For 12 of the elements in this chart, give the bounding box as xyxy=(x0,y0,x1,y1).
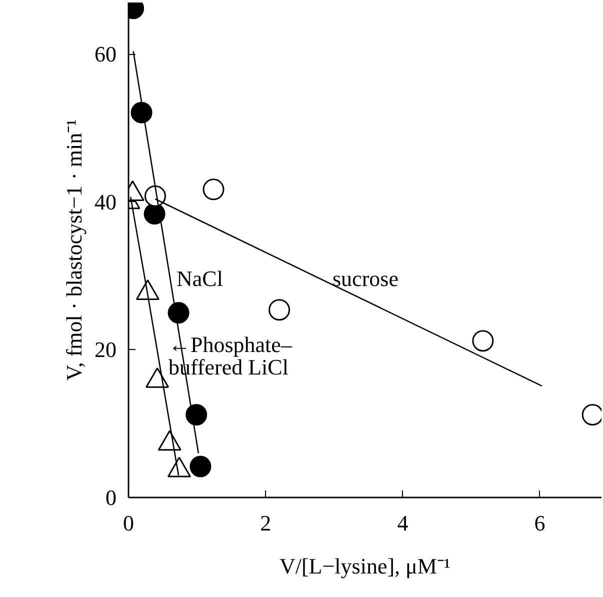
annotation: sucrose xyxy=(332,266,398,291)
x-axis-title: V/[L−lysine], μM⁻¹ xyxy=(280,554,451,578)
y-tick-label: 0 xyxy=(106,485,116,510)
x-tick-label: 0 xyxy=(123,510,134,536)
annotation: NaCl xyxy=(176,266,223,291)
y-tick-label: 20 xyxy=(94,337,116,362)
x-tick-label: 6 xyxy=(534,510,546,536)
y-tick-label: 40 xyxy=(94,189,116,214)
y-tick-label: 60 xyxy=(94,42,116,67)
x-tick-label: 4 xyxy=(397,510,408,536)
y-axis-title: V, fmol · blastocyst−1 · min⁻¹ xyxy=(62,119,86,381)
x-tick-label: 2 xyxy=(260,510,272,536)
